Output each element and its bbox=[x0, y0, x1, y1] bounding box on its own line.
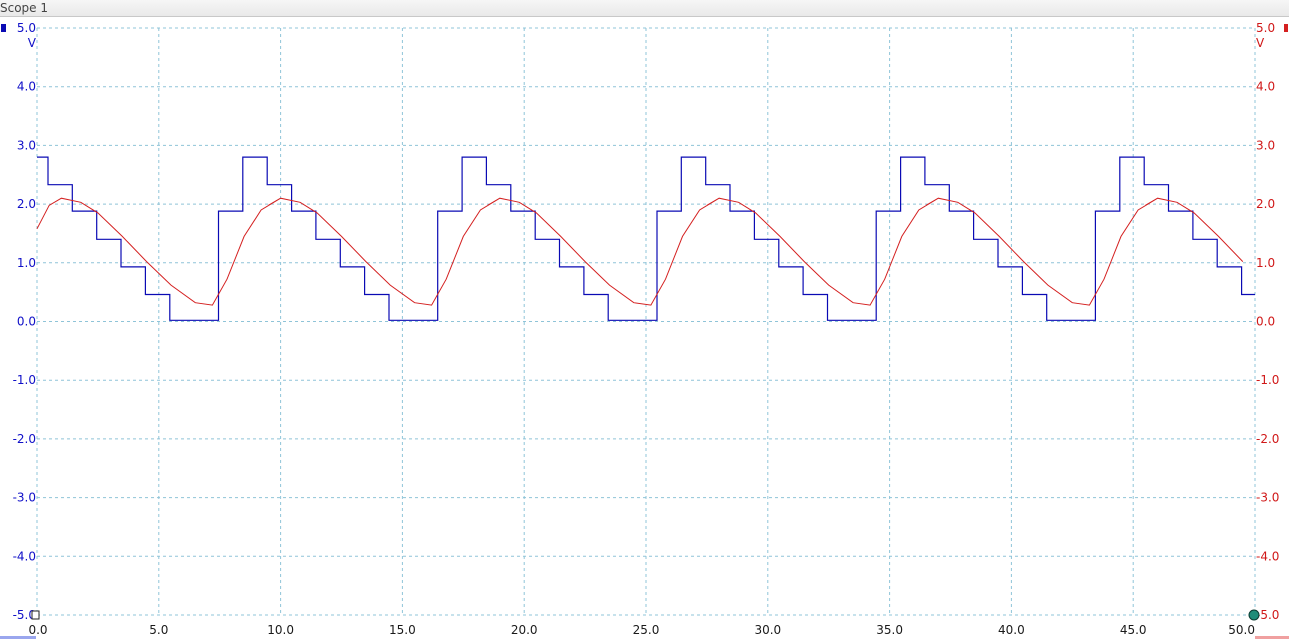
ch1-level-marker bbox=[1, 24, 6, 32]
right-axis-tick-label: -3.0 bbox=[1256, 491, 1279, 505]
right-axis-ticks: 5.0 4.0 3.0 2.0 1.0 0.0 -1.0 -2.0 -3.0 -4.0 -5.0 V bbox=[1256, 21, 1279, 622]
left-axis-tick-label: 2.0 bbox=[17, 197, 36, 211]
x-axis-tick-label: 0.0 bbox=[28, 623, 47, 637]
x-axis-tick-label: 20.0 bbox=[511, 623, 538, 637]
ch2-scroll-indicator bbox=[1255, 636, 1289, 639]
x-axis-tick-label: 15.0 bbox=[389, 623, 416, 637]
x-axis-ticks: 0.0 5.0 10.0 15.0 20.0 25.0 30.0 35.0 40.0 45.0 50… bbox=[28, 623, 1255, 637]
ch2-level-marker bbox=[1284, 24, 1288, 32]
left-axis-tick-label: 3.0 bbox=[17, 138, 36, 152]
right-axis-tick-label: 2.0 bbox=[1256, 197, 1275, 211]
left-axis-tick-label: 4.0 bbox=[17, 80, 36, 94]
left-axis-tick-label: 0.0 bbox=[17, 315, 36, 329]
window-title: Scope 1 bbox=[0, 1, 49, 15]
ch1-scroll-indicator bbox=[0, 636, 36, 639]
left-axis-tick-label: -3.0 bbox=[13, 491, 36, 505]
right-axis-tick-label: 3.0 bbox=[1256, 138, 1275, 152]
traces bbox=[36, 156, 1255, 321]
right-axis-tick-label: 0.0 bbox=[1256, 315, 1275, 329]
trigger-marker bbox=[1248, 609, 1260, 621]
right-axis-tick-label: -5.0 bbox=[1256, 608, 1279, 622]
x-axis-tick-label: 50.0 bbox=[1228, 623, 1255, 637]
right-axis-tick-label: 4.0 bbox=[1256, 80, 1275, 94]
cursor-start-handle bbox=[31, 610, 40, 620]
left-axis-tick-label: 1.0 bbox=[17, 256, 36, 270]
left-axis-ticks: 5.0 4.0 3.0 2.0 1.0 0.0 -1.0 -2.0 -3.0 -4.0 -5.0 V bbox=[13, 21, 37, 622]
right-axis-unit: V bbox=[1256, 36, 1265, 50]
left-axis-tick-label: -2.0 bbox=[13, 432, 36, 446]
ch2-trace bbox=[36, 197, 1244, 306]
left-axis-tick-label: -1.0 bbox=[13, 373, 36, 387]
x-axis-tick-label: 5.0 bbox=[149, 623, 168, 637]
right-axis-tick-label: -1.0 bbox=[1256, 373, 1279, 387]
left-axis-unit: V bbox=[28, 36, 37, 50]
x-axis-tick-label: 30.0 bbox=[754, 623, 781, 637]
left-axis-tick-label: -4.0 bbox=[13, 549, 36, 563]
x-axis-tick-label: 25.0 bbox=[633, 623, 660, 637]
plot-grid bbox=[36, 27, 1256, 616]
left-axis-tick-label: 5.0 bbox=[17, 21, 36, 35]
window-titlebar: Scope 1 bbox=[0, 0, 1289, 17]
left-axis-tick-label: -5.0 bbox=[13, 608, 36, 622]
x-axis-tick-label: 35.0 bbox=[876, 623, 903, 637]
right-axis-tick-label: 5.0 bbox=[1256, 21, 1275, 35]
right-axis-tick-label: -4.0 bbox=[1256, 549, 1279, 563]
ch1-trace bbox=[37, 156, 1255, 321]
right-axis-tick-label: -2.0 bbox=[1256, 432, 1279, 446]
x-axis-tick-label: 40.0 bbox=[998, 623, 1025, 637]
right-axis-tick-label: 1.0 bbox=[1256, 256, 1275, 270]
x-axis-tick-label: 10.0 bbox=[267, 623, 294, 637]
plot-decorations bbox=[0, 24, 1289, 639]
x-axis-tick-label: 45.0 bbox=[1120, 623, 1147, 637]
